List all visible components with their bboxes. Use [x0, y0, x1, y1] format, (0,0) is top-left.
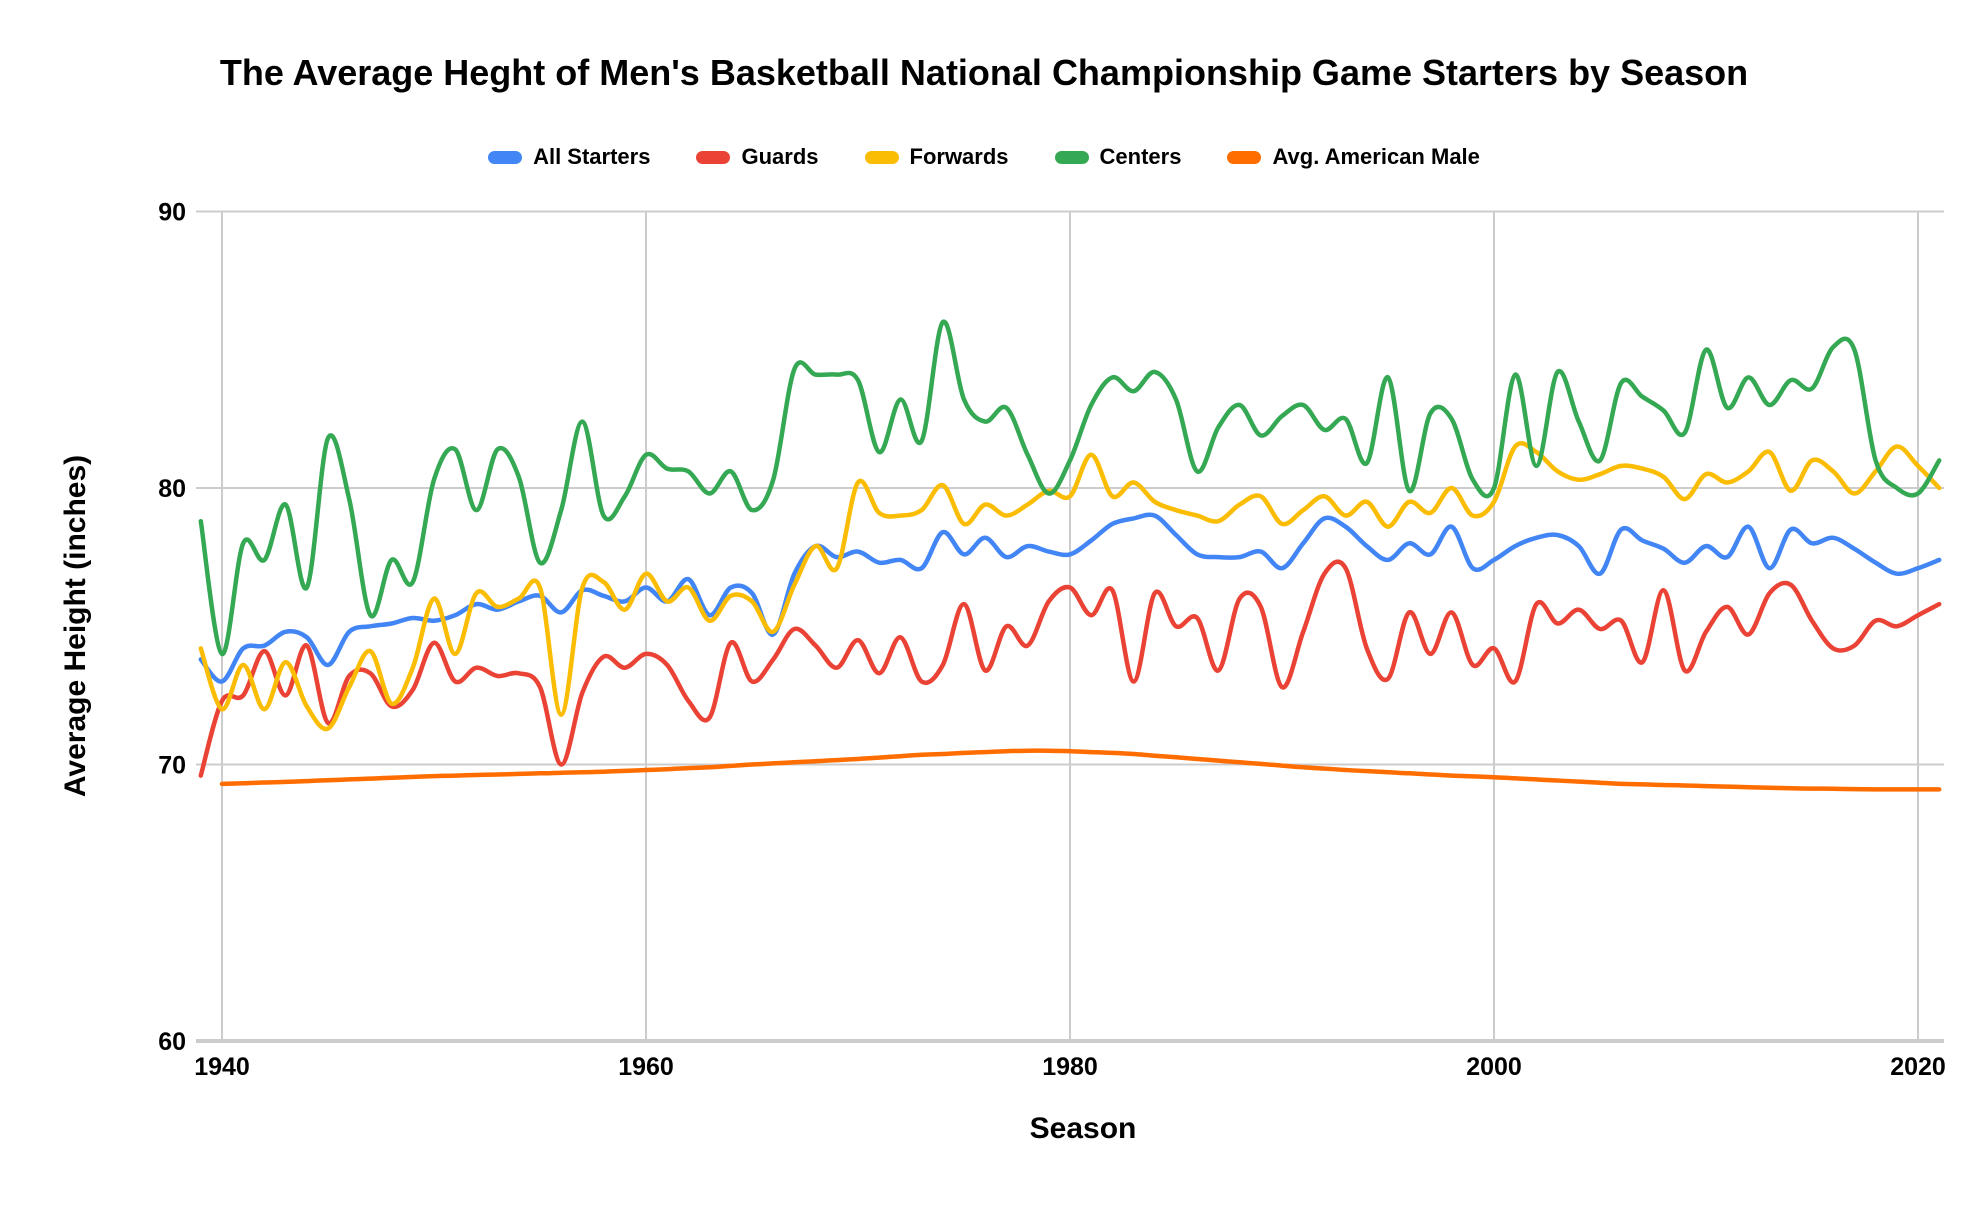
legend-label: Forwards [909, 144, 1009, 169]
legend-label: Centers [1099, 144, 1182, 169]
y-tick-label-90: 90 [158, 199, 186, 227]
legend-label: Guards [741, 144, 819, 169]
series-line-centers [198, 319, 1942, 657]
series-line-guards [198, 559, 1942, 778]
legend-label: Avg. American Male [1272, 144, 1480, 169]
x-tick-label-1980: 1980 [1042, 1053, 1098, 1081]
y-tick-label-60: 60 [158, 1028, 186, 1056]
legend-swatch-guards [696, 150, 731, 164]
legend-swatch-avg-american-male [1227, 150, 1262, 164]
y-tick-label-70: 70 [158, 752, 186, 780]
legend-item-guards: Guards [696, 144, 819, 170]
x-axis-title: Season [1029, 1112, 1137, 1145]
legend-item-centers: Centers [1054, 144, 1182, 170]
x-tick-label-2020: 2020 [1890, 1053, 1946, 1081]
x-tick-label-1940: 1940 [194, 1053, 250, 1081]
y-tick-label-80: 80 [158, 475, 186, 503]
chart-title: The Average Heght of Men's Basketball Na… [219, 52, 1749, 93]
legend-label: All Starters [533, 144, 651, 169]
legend-swatch-centers [1054, 150, 1089, 164]
series-line-all-starters [198, 512, 1942, 684]
x-tick-label-1960: 1960 [618, 1053, 674, 1081]
x-tick-label-2000: 2000 [1466, 1053, 1522, 1081]
legend-item-forwards: Forwards [864, 144, 1009, 170]
y-axis-title: Average Height (inches) [59, 454, 92, 798]
legend-item-avg-american-male: Avg. American Male [1227, 144, 1480, 170]
series-line-avg-american-male [219, 748, 1942, 792]
legend: All Starters Guards Forwards Centers Avg. Am… [0, 144, 1968, 170]
legend-swatch-forwards [864, 150, 899, 164]
legend-item-all-starters: All Starters [488, 144, 650, 170]
legend-swatch-all-starters [488, 150, 523, 164]
